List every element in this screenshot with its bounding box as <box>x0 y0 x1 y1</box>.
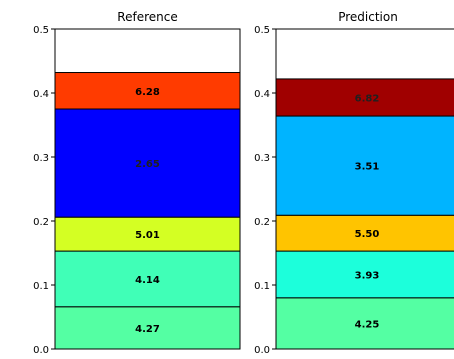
segment-value-label: 5.01 <box>135 230 160 241</box>
y-tick-label: 0.5 <box>33 25 49 36</box>
y-tick-label: 0.4 <box>33 89 49 100</box>
prediction-panel: 4.25 3.93 5.50 3.51 6.82 0.0 0.1 0.2 0.3 0.4 0.5 Pr… <box>254 10 454 356</box>
y-tick-label: 0.1 <box>33 281 49 292</box>
reference-panel: 4.27 4.14 5.01 2.65 6.28 0.0 0.1 0.2 0.3 0.4 0.5 Re… <box>33 10 241 356</box>
chart-title: Prediction <box>338 10 398 24</box>
y-tick-label: 0.1 <box>254 281 270 292</box>
chart-title: Reference <box>117 10 177 24</box>
y-tick-label: 0.4 <box>254 89 270 100</box>
bar-segment <box>275 214 454 252</box>
segment-value-label: 2.65 <box>135 159 160 170</box>
bar-segment <box>275 78 454 117</box>
segment-value-label: 3.93 <box>355 270 380 281</box>
y-tick-label: 0.3 <box>254 153 270 164</box>
y-tick-label: 0.0 <box>33 345 49 355</box>
bar-segment <box>54 306 241 350</box>
bar-segment <box>54 72 241 110</box>
segment-value-label: 6.28 <box>135 87 160 98</box>
axes-frame <box>54 28 241 350</box>
bar-segment <box>54 250 241 308</box>
y-tick-label: 0.3 <box>33 153 49 164</box>
y-tick-label: 0.2 <box>33 217 49 228</box>
axes-frame <box>275 28 454 350</box>
segment-value-label: 5.50 <box>355 229 380 240</box>
segment-value-label: 3.51 <box>355 162 380 173</box>
bar-segment <box>275 115 454 216</box>
y-tick-label: 0.5 <box>254 25 270 36</box>
segment-value-label: 4.27 <box>135 324 160 335</box>
segment-value-label: 4.14 <box>135 275 160 286</box>
y-tick-label: 0.2 <box>254 217 270 228</box>
segment-value-label: 4.25 <box>355 319 380 330</box>
bar-segment <box>54 108 241 218</box>
segment-value-label: 6.82 <box>355 93 380 104</box>
y-tick-label: 0.0 <box>254 345 270 355</box>
